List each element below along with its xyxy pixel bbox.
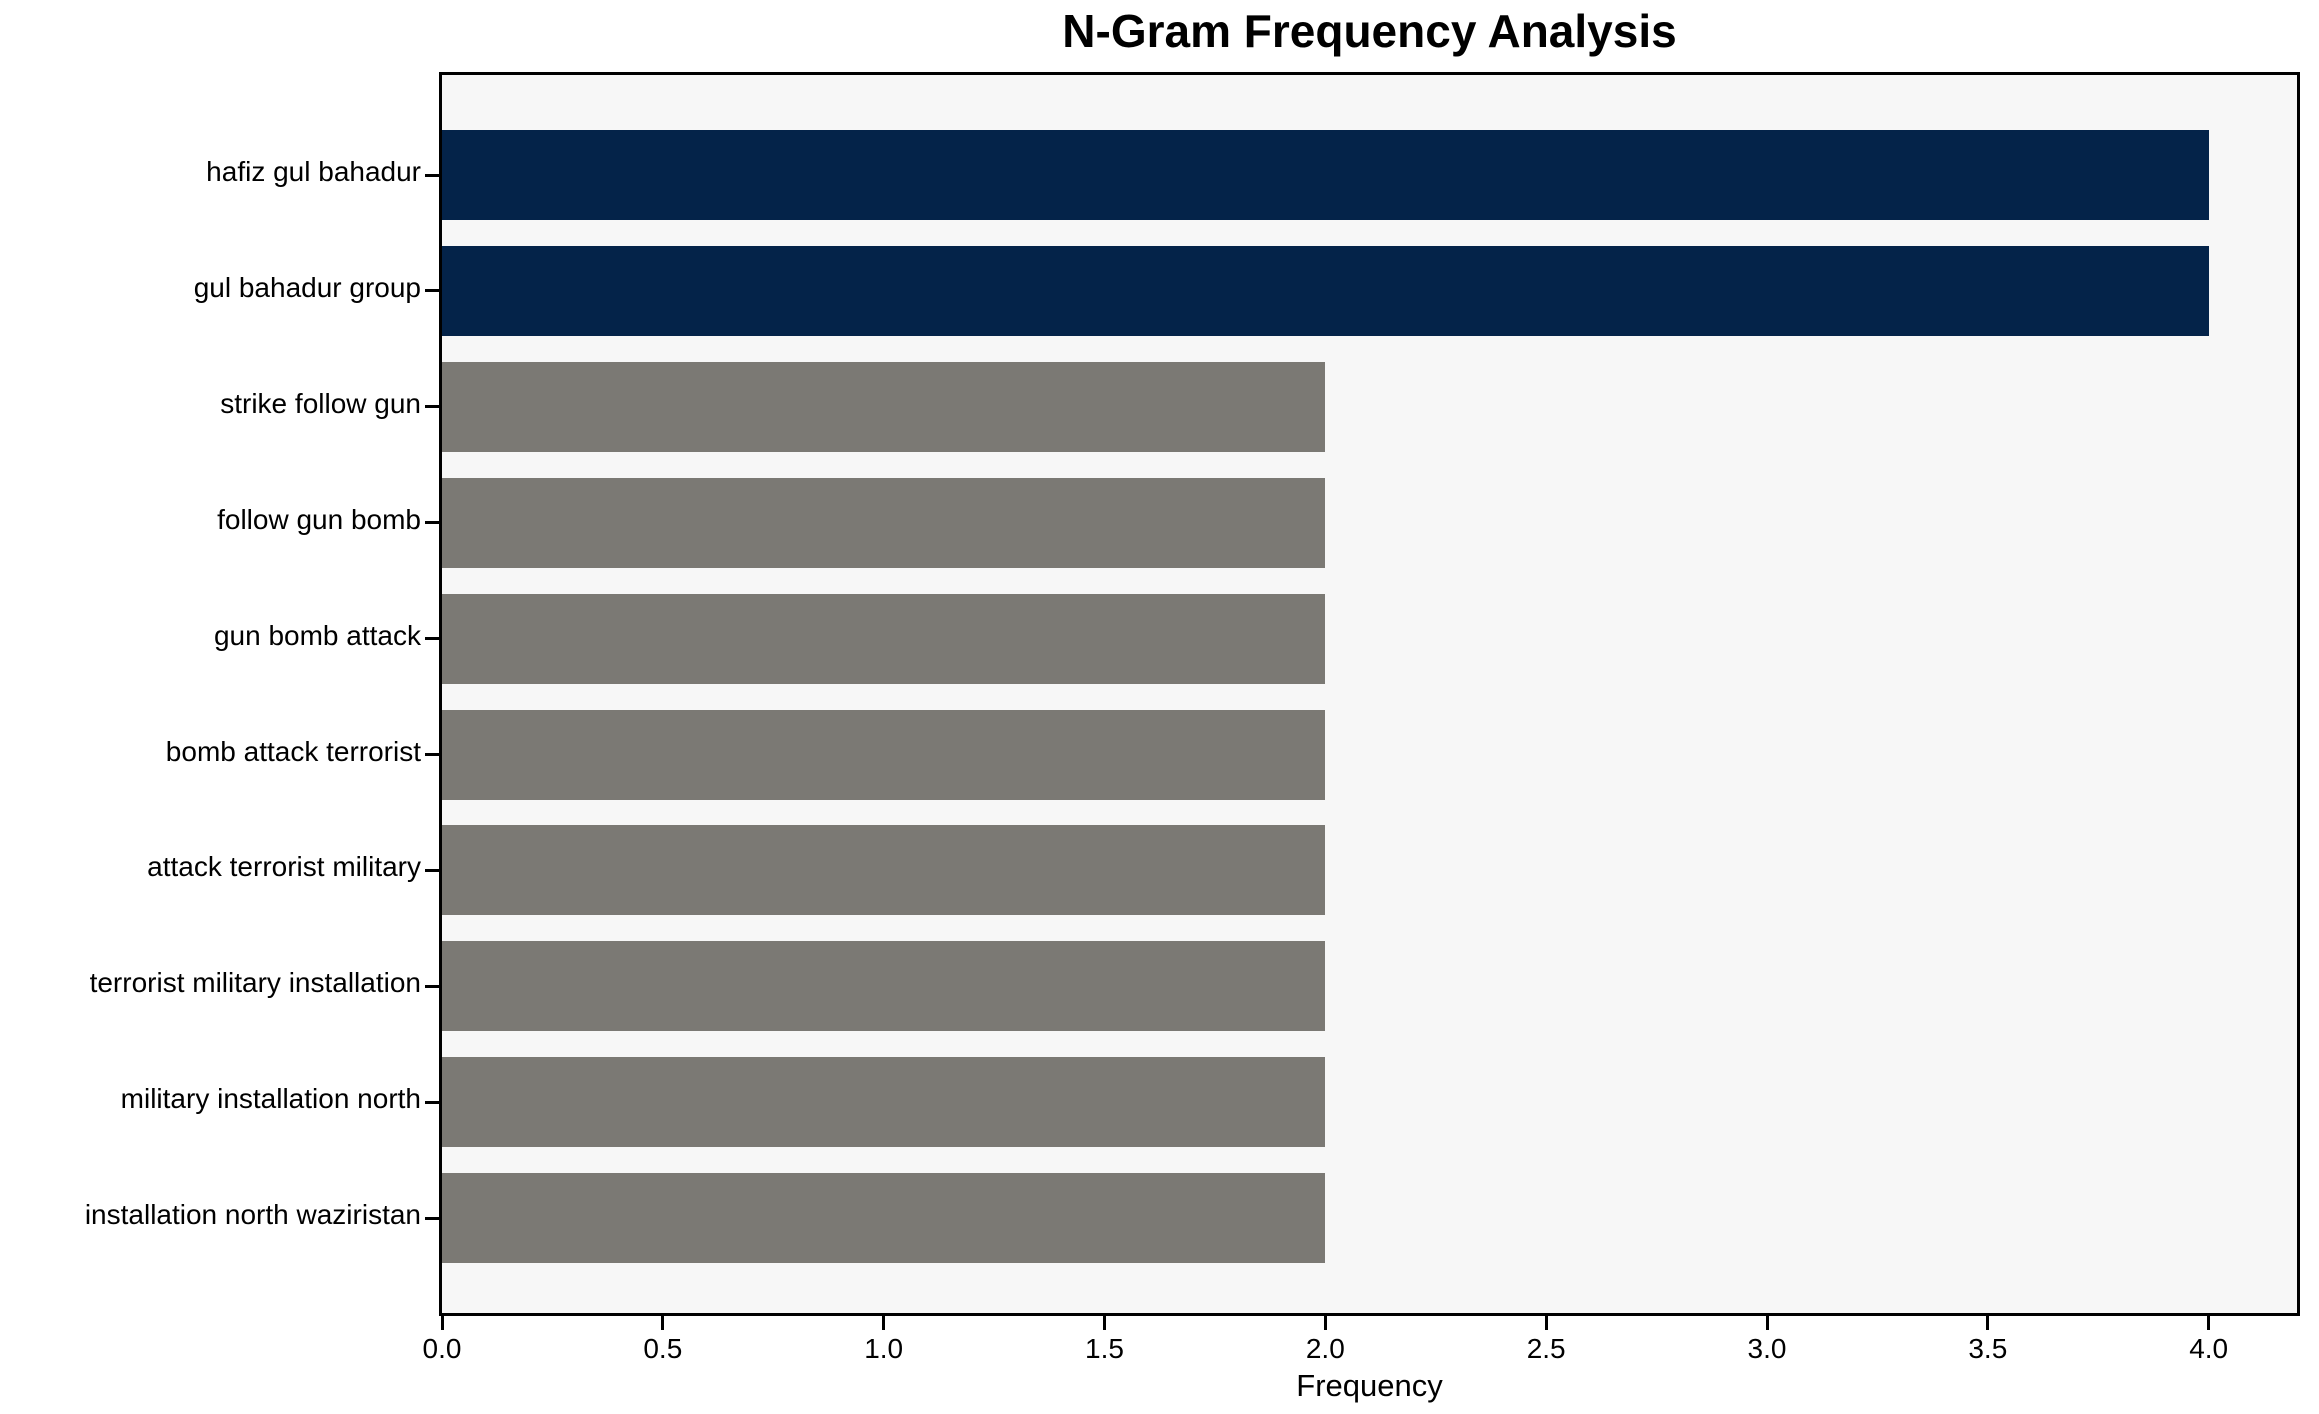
- x-tick-label: 0.0: [422, 1333, 462, 1364]
- bar: [442, 477, 1326, 568]
- x-tick-label: 0.5: [643, 1333, 683, 1364]
- x-tick-mark: [1323, 1316, 1327, 1330]
- plot-area: 0.0 0.5 1.0 1.5 2.0 2.5 3.0 3.5 4.0: [423, 72, 2300, 1363]
- x-tick-mark: [1986, 1316, 1990, 1330]
- y-tick-mark: [425, 753, 439, 756]
- y-tick-mark: [425, 1100, 439, 1104]
- bar: [442, 709, 1326, 800]
- y-tick-mark: [425, 1216, 439, 1220]
- x-tick-label: 2.5: [1526, 1333, 1566, 1364]
- x-tick-label: 4.0: [2189, 1333, 2229, 1364]
- y-tick-label: attack terrorist military: [147, 851, 421, 883]
- y-tick-label: strike follow gun: [220, 387, 421, 419]
- chart-title: N-Gram Frequency Analysis: [1062, 5, 1677, 57]
- x-tick-label: 1.0: [864, 1333, 904, 1364]
- x-tick-label: 3.5: [1968, 1333, 2008, 1364]
- bar: [442, 941, 1326, 1032]
- x-axis-label: Frequency: [1296, 1368, 1443, 1403]
- bar: [442, 1173, 1326, 1264]
- y-tick-mark: [425, 405, 439, 409]
- y-tick-mark: [425, 984, 439, 988]
- x-tick-mark: [1544, 1316, 1548, 1330]
- x-tick-mark: [1765, 1316, 1769, 1330]
- x-tick-mark: [2207, 1316, 2211, 1330]
- bar: [442, 1057, 1326, 1148]
- bar: [442, 130, 2209, 220]
- y-tick-mark: [425, 868, 439, 872]
- y-tick-label: military installation north: [120, 1083, 421, 1115]
- x-tick-mark: [440, 1316, 444, 1330]
- x-tick-mark: [1103, 1316, 1106, 1330]
- bar: [442, 825, 1326, 916]
- y-tick-label: hafiz gul bahadur: [206, 156, 421, 187]
- y-tick-label: follow gun bomb: [217, 503, 421, 535]
- x-tick-label: 3.0: [1747, 1333, 1787, 1364]
- bar: [442, 245, 2209, 336]
- y-tick-label: bomb attack terrorist: [165, 735, 421, 767]
- y-tick-label: gul bahadur group: [193, 271, 421, 303]
- y-tick-mark: [425, 289, 439, 293]
- x-tick-label: 2.0: [1305, 1333, 1345, 1364]
- y-tick-mark: [425, 173, 439, 177]
- y-tick-label: terrorist military installation: [89, 967, 421, 999]
- y-tick-mark: [425, 637, 439, 641]
- y-tick-mark: [425, 521, 439, 525]
- x-tick-mark: [661, 1316, 665, 1330]
- x-tick-mark: [882, 1316, 886, 1330]
- y-tick-label: installation north waziristan: [84, 1199, 421, 1231]
- y-tick-label: gun bomb attack: [213, 619, 421, 651]
- x-tick-label: 1.5: [1085, 1333, 1124, 1364]
- bar: [442, 361, 1326, 452]
- bar: [442, 593, 1326, 684]
